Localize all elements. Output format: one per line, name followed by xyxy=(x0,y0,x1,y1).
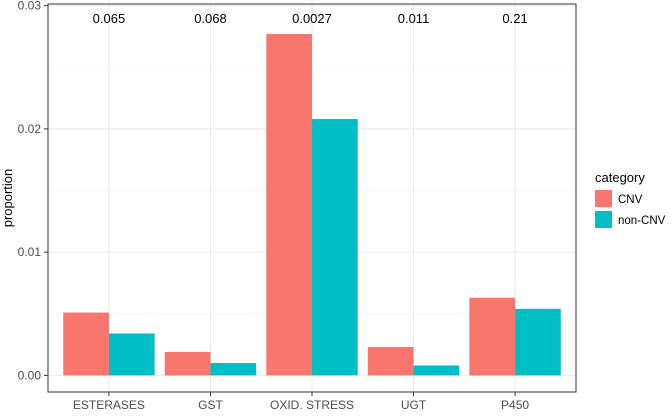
axes: 0.00 0.01 0.02 0.03 ESTERASES GST OXID. STRESS… xyxy=(18,0,530,412)
legend: category CNV non-CNV xyxy=(595,170,666,228)
x-tick-label: OXID. STRESS xyxy=(270,398,354,412)
legend-label-non-cnv: non-CNV xyxy=(618,215,666,227)
x-tick-label: P450 xyxy=(501,398,529,412)
annotations: 0.065 0.068 0.0027 0.011 0.21 xyxy=(93,11,528,26)
legend-title: category xyxy=(595,170,645,185)
annotation-label: 0.068 xyxy=(194,11,227,26)
x-tick-label: GST xyxy=(198,398,223,412)
legend-label-cnv: CNV xyxy=(618,194,643,206)
bar-non-cnv-1 xyxy=(210,363,257,376)
y-tick-label: 0.03 xyxy=(18,0,42,13)
annotation-label: 0.065 xyxy=(93,11,126,26)
bars xyxy=(63,34,561,376)
x-tick-label: UGT xyxy=(401,398,427,412)
bar-cnv-0 xyxy=(63,312,109,376)
bar-cnv-4 xyxy=(469,297,516,376)
annotation-label: 0.21 xyxy=(502,11,527,26)
legend-swatch-cnv xyxy=(595,190,612,207)
y-tick-label: 0.01 xyxy=(18,245,42,259)
y-tick-label: 0.00 xyxy=(18,368,42,382)
bar-non-cnv-3 xyxy=(413,365,460,376)
x-tick-label: ESTERASES xyxy=(73,398,145,412)
legend-swatch-non-cnv xyxy=(595,211,612,228)
y-axis-label: proportion xyxy=(0,169,15,228)
annotation-label: 0.011 xyxy=(398,11,430,26)
y-tick-label: 0.02 xyxy=(18,122,42,136)
bar-non-cnv-4 xyxy=(515,308,561,376)
bar-non-cnv-0 xyxy=(108,333,155,376)
bar-non-cnv-2 xyxy=(312,119,358,376)
annotation-label: 0.0027 xyxy=(292,11,332,26)
bar-cnv-2 xyxy=(266,34,312,376)
bar-cnv-1 xyxy=(164,351,211,376)
bar-cnv-3 xyxy=(367,347,414,376)
